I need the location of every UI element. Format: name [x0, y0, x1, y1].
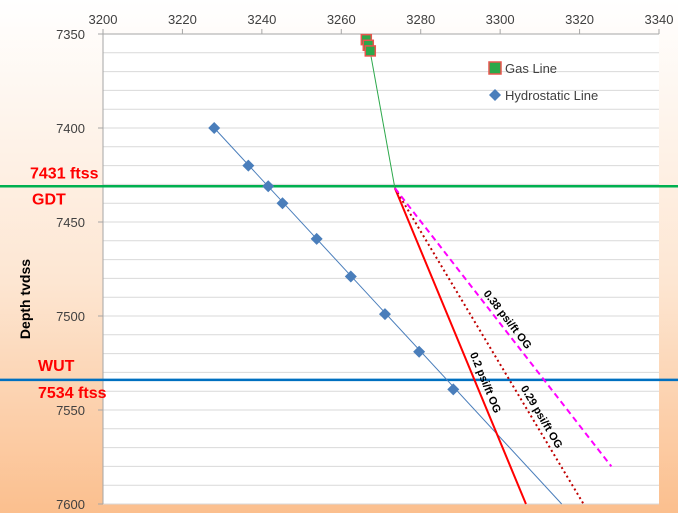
legend-hydrostatic-label: Hydrostatic Line — [505, 88, 598, 103]
og-0.2-line — [393, 187, 527, 505]
hydrostatic-point — [310, 232, 323, 245]
y-tick-label: 7500 — [56, 309, 85, 324]
x-tick-label: 3240 — [247, 12, 276, 27]
legend-gas-swatch — [488, 61, 502, 75]
hydrostatic-point — [447, 383, 460, 396]
y-tick-label: 7350 — [56, 27, 85, 42]
x-tick-label: 3340 — [645, 12, 674, 27]
og-0.38-line — [394, 187, 613, 468]
y-tick-label: 7400 — [56, 121, 85, 136]
legend-hydrostatic-swatch — [489, 89, 501, 101]
y-axis-title: Depth tvdss — [17, 259, 33, 339]
hydrostatic-point — [262, 180, 275, 193]
x-tick-label: 3260 — [327, 12, 356, 27]
gdt-depth-label: 7431 ftss — [30, 165, 99, 182]
gas-trend-line — [370, 56, 396, 189]
x-tick-label: 3300 — [486, 12, 515, 27]
hydrostatic-point — [378, 308, 391, 321]
wut-depth-label: 7534 ftss — [38, 385, 107, 402]
y-tick-label: 7450 — [56, 215, 85, 230]
hydrostatic-point — [276, 197, 289, 210]
hydrostatic-point — [208, 122, 221, 134]
hydrostatic-point — [413, 345, 426, 358]
og-0.29-line — [394, 187, 585, 505]
x-tick-label: 3280 — [406, 12, 435, 27]
hydrostatic-point — [242, 159, 255, 172]
y-tick-label: 7550 — [56, 403, 85, 418]
hydrostatic-point — [344, 270, 357, 283]
wut-name-label: WUT — [38, 358, 75, 375]
y-tick-label: 7600 — [56, 497, 85, 512]
x-tick-label: 3320 — [565, 12, 594, 27]
gas-point — [364, 45, 377, 57]
legend-gas-label: Gas Line — [505, 61, 557, 76]
x-tick-label: 3220 — [168, 12, 197, 27]
x-tick-label: 3200 — [89, 12, 118, 27]
gdt-name-label: GDT — [32, 191, 66, 208]
plot-area — [103, 34, 659, 504]
